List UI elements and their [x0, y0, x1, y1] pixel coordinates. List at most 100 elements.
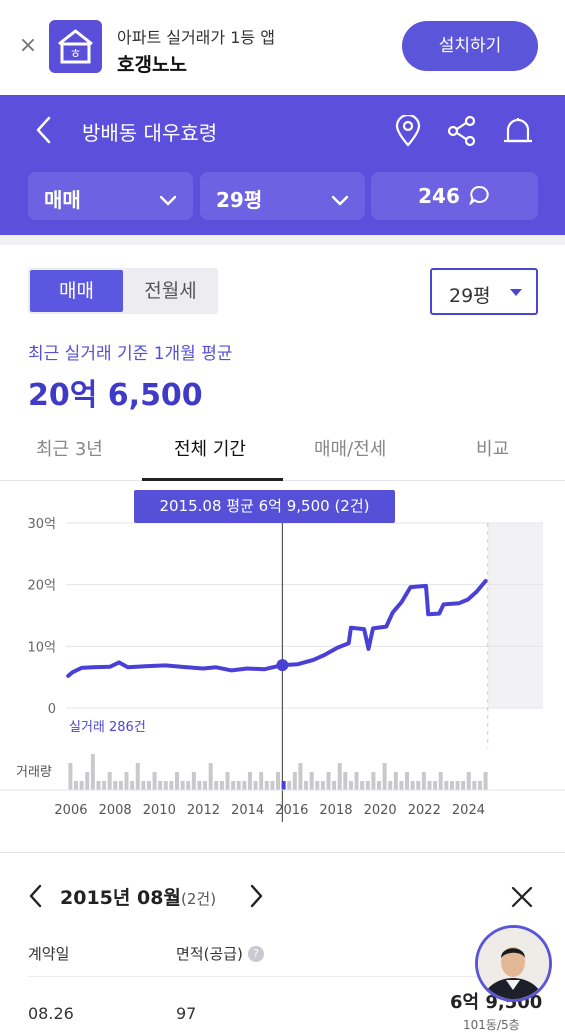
next-month-icon[interactable]: [248, 883, 264, 913]
price-point: [484, 579, 488, 583]
volume-bar: [343, 772, 348, 790]
volume-bar: [141, 781, 146, 790]
row-date: 08.26: [28, 1004, 74, 1023]
bell-icon[interactable]: [502, 115, 534, 153]
volume-bar: [405, 772, 410, 790]
price-point: [457, 601, 461, 605]
comments-button[interactable]: 246: [371, 172, 538, 220]
x-tick-label: 2018: [319, 803, 352, 818]
price-point: [384, 625, 388, 629]
trade-toggle: 매매 전월세: [28, 268, 218, 314]
price-point: [336, 646, 340, 650]
tab-sale-jeonse[interactable]: 매매/전세: [314, 439, 387, 460]
volume-bar: [292, 772, 297, 790]
volume-bar: [102, 781, 107, 790]
page-title: 방배동 대우효령: [82, 121, 218, 145]
agent-avatar[interactable]: [475, 925, 552, 1002]
price-point: [371, 626, 375, 630]
volume-bar: [219, 781, 224, 790]
volume-bar: [281, 781, 286, 790]
price-point: [71, 670, 75, 674]
volume-bar: [186, 781, 191, 790]
svg-text:ㅎ: ㅎ: [70, 47, 82, 62]
prev-month-icon[interactable]: [28, 883, 44, 913]
tab-all-period[interactable]: 전체 기간: [174, 439, 246, 460]
volume-bar: [68, 763, 73, 790]
volume-bar: [365, 781, 370, 790]
map-pin-icon[interactable]: [394, 113, 422, 151]
volume-bar: [236, 781, 241, 790]
volume-bar: [253, 781, 258, 790]
chat-bubble-icon: [468, 185, 489, 206]
price-series-line: [66, 579, 488, 678]
volume-bar: [214, 781, 219, 790]
price-point: [245, 667, 249, 671]
y-tick-label: 0: [48, 702, 56, 717]
price-point: [347, 641, 351, 645]
price-point: [214, 665, 218, 669]
price-point: [424, 584, 428, 588]
y-tick-label: 30억: [27, 517, 56, 532]
volume-bar: [208, 763, 213, 790]
price-point: [108, 665, 112, 669]
volume-bar: [74, 781, 79, 790]
size-label: 29평: [216, 188, 263, 212]
row-price-sub: 101동/5층: [463, 1018, 520, 1032]
tab-compare[interactable]: 비교: [476, 439, 510, 460]
future-region: [487, 523, 543, 708]
price-point: [201, 667, 205, 671]
price-point: [79, 666, 83, 670]
price-point: [117, 660, 121, 664]
volume-bar: [158, 781, 163, 790]
volume-bar: [225, 772, 230, 790]
volume-bar: [242, 781, 247, 790]
volume-bar: [477, 781, 482, 790]
x-tick-label: 2024: [452, 803, 485, 818]
volume-bar: [320, 781, 325, 790]
size-filter-select[interactable]: 29평: [430, 268, 538, 315]
volume-bar: [259, 772, 264, 790]
volume-bar: [247, 772, 252, 790]
price-point: [466, 597, 470, 601]
price-point: [409, 585, 412, 589]
volume-bar: [197, 781, 202, 790]
install-button[interactable]: 설치하기: [402, 21, 538, 71]
volume-bar: [79, 781, 84, 790]
back-icon[interactable]: [34, 115, 54, 149]
trade-type-select[interactable]: 매매: [28, 172, 193, 220]
close-icon[interactable]: [510, 885, 534, 913]
caret-down-icon: [510, 289, 522, 296]
volume-bar: [152, 772, 157, 790]
period-tabs: 최근 3년 전체 기간 매매/전세 비교: [0, 425, 565, 481]
size-select[interactable]: 29평: [200, 172, 365, 220]
price-chart[interactable]: 30억 20억 10억 0 실거래 286건 거래량 2006 2008 2010 2012 201…: [0, 482, 565, 852]
app-subtitle: 아파트 실거래가 1등 앱: [117, 28, 275, 47]
toggle-sale[interactable]: 매매: [30, 270, 123, 312]
volume-bar: [455, 781, 460, 790]
app-install-banner: × ㅎ 아파트 실거래가 1등 앱 호갱노노 설치하기: [0, 0, 565, 95]
x-tick-label: 2010: [143, 803, 176, 818]
volume-bar: [433, 781, 438, 790]
volume-bar: [146, 781, 151, 790]
help-icon[interactable]: ?: [248, 946, 264, 962]
tab-recent-3y[interactable]: 최근 3년: [36, 439, 103, 460]
x-tick-label: 2022: [408, 803, 441, 818]
column-header-area: 면적(공급): [176, 945, 243, 963]
volume-bar: [438, 772, 443, 790]
share-icon[interactable]: [447, 115, 477, 151]
volume-bar: [410, 781, 415, 790]
price-point: [322, 653, 326, 657]
section-divider: [0, 235, 565, 245]
volume-label: 거래량: [16, 765, 52, 780]
volume-bar: [96, 781, 101, 790]
price-point: [263, 667, 267, 671]
price-point: [66, 674, 70, 678]
volume-bar: [124, 772, 129, 790]
toggle-rent[interactable]: 전월세: [144, 280, 197, 302]
x-tick-label: 2020: [364, 803, 397, 818]
app-logo: ㅎ: [49, 20, 102, 73]
row-area: 97: [176, 1004, 197, 1023]
price-point: [230, 668, 234, 672]
close-icon[interactable]: ×: [18, 33, 38, 58]
price-point: [426, 612, 430, 616]
